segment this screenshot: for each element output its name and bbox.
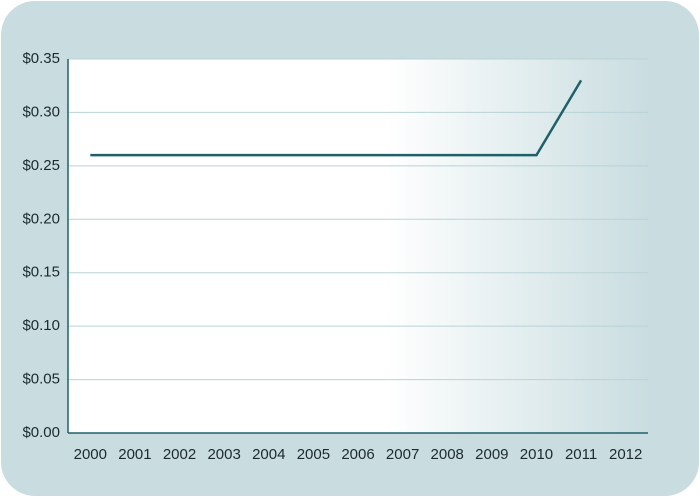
y-tick-label: $0.15: [22, 264, 60, 281]
x-tick-label: 2004: [252, 446, 285, 463]
y-tick-label: $0.10: [22, 317, 60, 334]
plot-area: [68, 59, 648, 433]
x-tick-label: 2003: [207, 446, 240, 463]
x-tick-label: 2000: [74, 446, 107, 463]
x-tick-label: 2005: [297, 446, 330, 463]
x-tick-label: 2007: [386, 446, 419, 463]
y-tick-label: $0.30: [22, 103, 60, 120]
y-tick-label: $0.20: [22, 210, 60, 227]
x-tick-label: 2002: [163, 446, 196, 463]
x-tick-label: 2012: [609, 446, 642, 463]
x-tick-label: 2006: [341, 446, 374, 463]
data-line: [90, 79, 583, 157]
x-tick-label: 2001: [118, 446, 151, 463]
x-tick-label: 2008: [431, 446, 464, 463]
y-tick-label: $0.05: [22, 371, 60, 388]
y-tick-label: $0.25: [22, 157, 60, 174]
x-tick-label: 2010: [520, 446, 553, 463]
x-tick-label: 2009: [475, 446, 508, 463]
y-tick-label: $0.00: [22, 424, 60, 441]
x-tick-label: 2011: [565, 446, 597, 463]
y-tick-label: $0.35: [22, 50, 60, 67]
